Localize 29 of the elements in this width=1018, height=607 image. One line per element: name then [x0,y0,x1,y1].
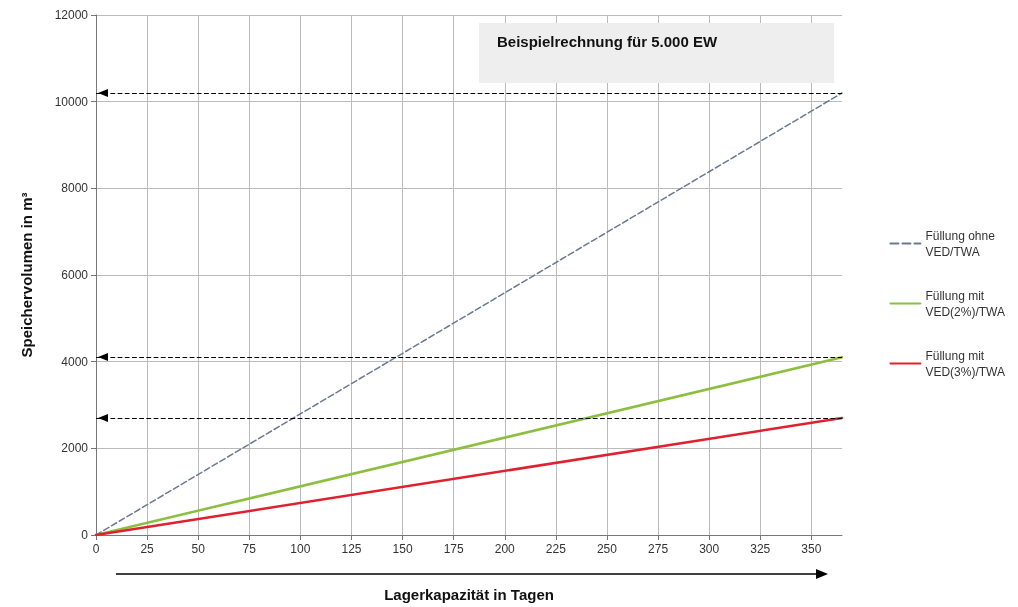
x-axis-title: Lagerkapazität in Tagen [384,586,554,603]
x-tick-label: 175 [443,542,464,556]
legend-label: Füllung mit VED(3%)/TWA [925,348,1005,379]
x-tick-label: 250 [596,542,618,556]
legend-label: Füllung mit VED(2%)/TWA [925,288,1005,319]
y-tick-label: 2000 [61,441,89,456]
legend-label: Füllung ohne VED/TWA [925,228,996,259]
y-tick-label: 10000 [54,94,89,109]
y-tick-label: 8000 [61,181,89,196]
x-tick-label: 50 [191,542,206,556]
x-tick-label: 100 [290,542,311,556]
x-tick-label: 75 [242,542,257,556]
x-tick-label: 275 [648,542,669,556]
x-tick-label: 350 [801,542,822,556]
y-tick-label: 4000 [61,354,89,369]
x-tick-label: 25 [140,542,155,556]
y-tick-label: 0 [81,528,89,542]
x-tick-label: 0 [92,542,100,556]
x-tick-label: 325 [750,542,771,556]
y-tick-label: 6000 [61,268,89,282]
x-tick-label: 150 [392,542,413,556]
y-tick-label: 12000 [54,8,89,22]
y-axis-title: Speichervolumen in m³ [18,192,35,358]
annotation: Beispielrechnung für 5.000 EW [497,33,718,50]
x-tick-label: 225 [545,542,567,556]
x-tick-label: 200 [494,542,516,556]
x-tick-label: 300 [699,542,720,556]
label-box: Beispielrechnung für 5.000 EW [479,23,834,83]
x-tick-label: 125 [341,542,362,556]
